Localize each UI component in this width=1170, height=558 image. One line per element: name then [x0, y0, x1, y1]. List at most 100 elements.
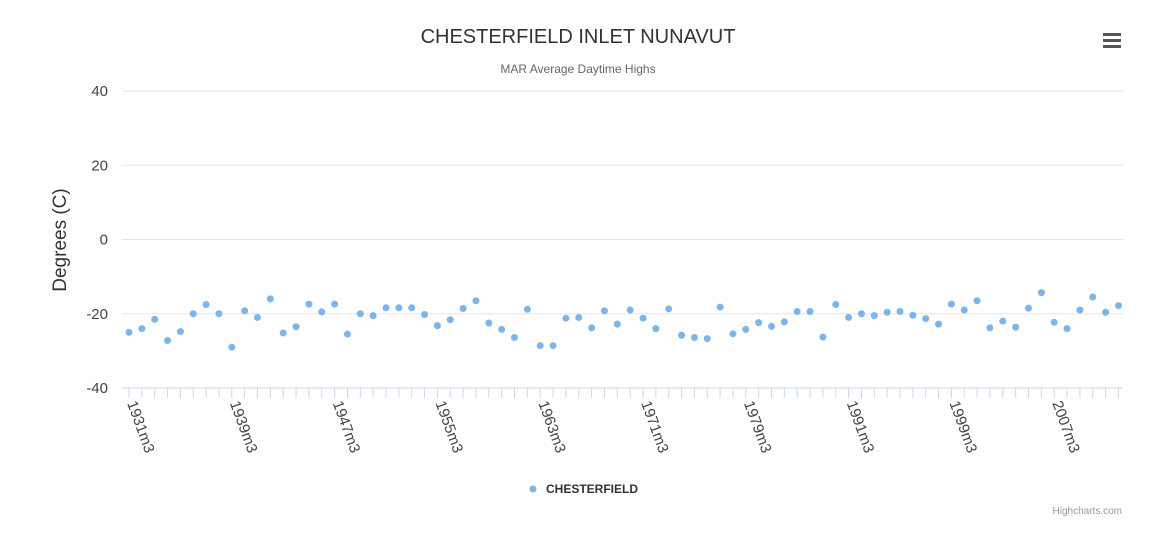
chart-title: CHESTERFIELD INLET NUNAVUT: [421, 26, 736, 48]
data-point[interactable]: 2004m3: -24: [1063, 325, 1071, 333]
y-tick-label: 0: [100, 232, 108, 249]
data-point[interactable]: 1969m3: -22.8: [613, 320, 621, 328]
y-tick-label: -40: [86, 380, 108, 397]
data-point[interactable]: 1951m3: -18.4: [382, 304, 390, 312]
data-point[interactable]: 1975m3: -26.4: [690, 334, 698, 342]
data-point[interactable]: 1986m3: -17.5: [832, 300, 840, 308]
data-point[interactable]: 1952m3: -18.4: [395, 304, 403, 312]
data-point[interactable]: 1945m3: -17.4: [305, 300, 313, 308]
x-tick-label: 2007m3: [1048, 399, 1083, 456]
data-point[interactable]: 1960m3: -24.2: [498, 325, 506, 333]
x-tick-label: 1931m3: [123, 399, 158, 456]
data-point[interactable]: 1984m3: -19.4: [806, 308, 814, 316]
data-point[interactable]: 1949m3: -20: [356, 310, 364, 318]
x-tick-label: 1939m3: [226, 399, 261, 456]
data-point[interactable]: 1958m3: -16.5: [472, 297, 480, 305]
data-point[interactable]: 1968m3: -19.2: [600, 307, 608, 315]
data-point[interactable]: 1936m3: -20: [189, 310, 197, 318]
data-point[interactable]: 1962m3: -18.8: [523, 305, 531, 313]
data-point[interactable]: 1948m3: -25.5: [343, 330, 351, 338]
data-point[interactable]: 2007m3: -19.6: [1102, 308, 1110, 316]
data-point[interactable]: 1989m3: -20.5: [870, 312, 878, 320]
data-point[interactable]: 2003m3: -22.3: [1050, 318, 1058, 326]
data-point[interactable]: 1985m3: -26.3: [819, 333, 827, 341]
legend-item-chesterfield[interactable]: CHESTERFIELD: [529, 482, 639, 496]
data-point[interactable]: 1979m3: -24.2: [742, 325, 750, 333]
data-point[interactable]: 1983m3: -19.4: [793, 308, 801, 316]
data-point[interactable]: 1977m3: -18.2: [716, 303, 724, 311]
y-tick-label: 20: [91, 157, 108, 174]
x-tick-label: 1991m3: [843, 399, 878, 456]
data-point[interactable]: 1935m3: -24.8: [176, 328, 184, 336]
data-point[interactable]: 1938m3: -20: [215, 310, 223, 318]
data-point[interactable]: 1959m3: -22.5: [485, 319, 493, 327]
data-point[interactable]: 2001m3: -18.5: [1025, 304, 1032, 312]
credit-link[interactable]: Highcharts.com: [1053, 506, 1122, 517]
data-point[interactable]: 1978m3: -25.4: [729, 330, 737, 338]
x-tick-label: 1999m3: [946, 399, 981, 456]
x-axis: [122, 387, 1123, 398]
data-point[interactable]: 1981m3: -23.4: [768, 322, 775, 330]
data-point[interactable]: 1965m3: -21.2: [562, 314, 570, 322]
data-point[interactable]: 1964m3: -28.6: [549, 342, 557, 350]
data-point[interactable]: 1944m3: -23.5: [292, 323, 300, 331]
data-point[interactable]: 1971m3: -21.2: [639, 314, 647, 322]
data-point[interactable]: 1937m3: -17.5: [202, 300, 210, 308]
data-point[interactable]: 1957m3: -18.6: [459, 305, 467, 313]
data-point[interactable]: 1995m3: -17.4: [947, 300, 955, 308]
data-point[interactable]: 1999m3: -22: [999, 317, 1007, 325]
data-point[interactable]: 2000m3: -23.6: [1012, 323, 1020, 331]
data-point[interactable]: 1994m3: -22.8: [935, 320, 943, 328]
data-point[interactable]: 1993m3: -21.3: [922, 315, 930, 323]
data-point[interactable]: 1987m3: -21: [845, 313, 853, 321]
data-point[interactable]: 1932m3: -24: [138, 325, 146, 333]
data-point[interactable]: 2006m3: -15.5: [1089, 293, 1097, 301]
data-point[interactable]: 1980m3: -22.4: [755, 319, 763, 327]
x-axis-tick-labels: 1931m3 1939m3 1947m3 1955m3 1963m3 1971m3 1979…: [123, 399, 1083, 456]
data-point[interactable]: 1931m3: -25: [125, 328, 133, 336]
data-point[interactable]: 1934m3: -27.2: [164, 336, 172, 344]
data-points: 1931m3: -25 1932m3: -24 1933m3: -21.5 1934m…: [125, 289, 1122, 351]
data-point[interactable]: 1963m3: -28.6: [536, 342, 544, 350]
data-point[interactable]: 1966m3: -21: [575, 313, 583, 321]
data-point[interactable]: 2005m3: -19: [1076, 306, 1084, 314]
legend-marker: [529, 485, 537, 493]
x-tick-label: 1955m3: [432, 399, 467, 456]
data-point[interactable]: 1982m3: -22.2: [780, 318, 788, 326]
x-tick-label: 1979m3: [740, 399, 775, 456]
data-point[interactable]: 1933m3: -21.5: [151, 315, 159, 323]
data-point[interactable]: 1955m3: -23.2: [433, 322, 441, 330]
data-point[interactable]: 1961m3: -26.4: [511, 334, 518, 342]
chart-subtitle: MAR Average Daytime Highs: [500, 62, 655, 76]
data-point[interactable]: 1972m3: -24: [652, 325, 660, 333]
y-axis-label: Degrees (C): [50, 188, 71, 291]
data-point[interactable]: 1954m3: -20.2: [421, 310, 429, 318]
data-point[interactable]: 1942m3: -16: [266, 295, 274, 303]
data-point[interactable]: 1950m3: -20.5: [369, 312, 377, 320]
data-point[interactable]: 1973m3: -18.7: [665, 305, 673, 313]
data-point[interactable]: 1992m3: -20.4: [909, 311, 917, 319]
data-point[interactable]: 2002m3: -14.3: [1037, 289, 1045, 297]
data-point[interactable]: 1943m3: -25.2: [279, 329, 287, 337]
data-point[interactable]: 1940m3: -19.2: [241, 307, 249, 315]
data-point[interactable]: 1956m3: -21.6: [446, 316, 454, 324]
data-point[interactable]: 1939m3: -29: [228, 343, 236, 351]
data-point[interactable]: 1990m3: -19.6: [883, 308, 891, 316]
data-point[interactable]: 1996m3: -19: [960, 306, 968, 314]
data-point[interactable]: 1967m3: -23.8: [588, 324, 596, 332]
data-point[interactable]: 1998m3: -23.8: [986, 324, 994, 332]
data-point[interactable]: 1997m3: -16.5: [973, 297, 981, 305]
data-point[interactable]: 1988m3: -20: [857, 310, 865, 318]
data-point[interactable]: 1991m3: -19.4: [896, 308, 904, 316]
data-point[interactable]: 2008m3: -17.8: [1114, 302, 1122, 310]
data-point[interactable]: 1953m3: -18.4: [408, 304, 416, 312]
data-point[interactable]: 1976m3: -26.7: [703, 335, 711, 343]
data-point[interactable]: 1946m3: -19.5: [318, 308, 326, 316]
data-point[interactable]: 1974m3: -25.8: [678, 331, 686, 339]
hamburger-menu-icon[interactable]: [1098, 28, 1126, 52]
data-point[interactable]: 1947m3: -17.4: [331, 300, 339, 308]
data-point[interactable]: 1970m3: -19: [626, 306, 634, 314]
data-point[interactable]: 1941m3: -21: [254, 313, 261, 321]
x-tick-label: 1971m3: [637, 399, 672, 456]
